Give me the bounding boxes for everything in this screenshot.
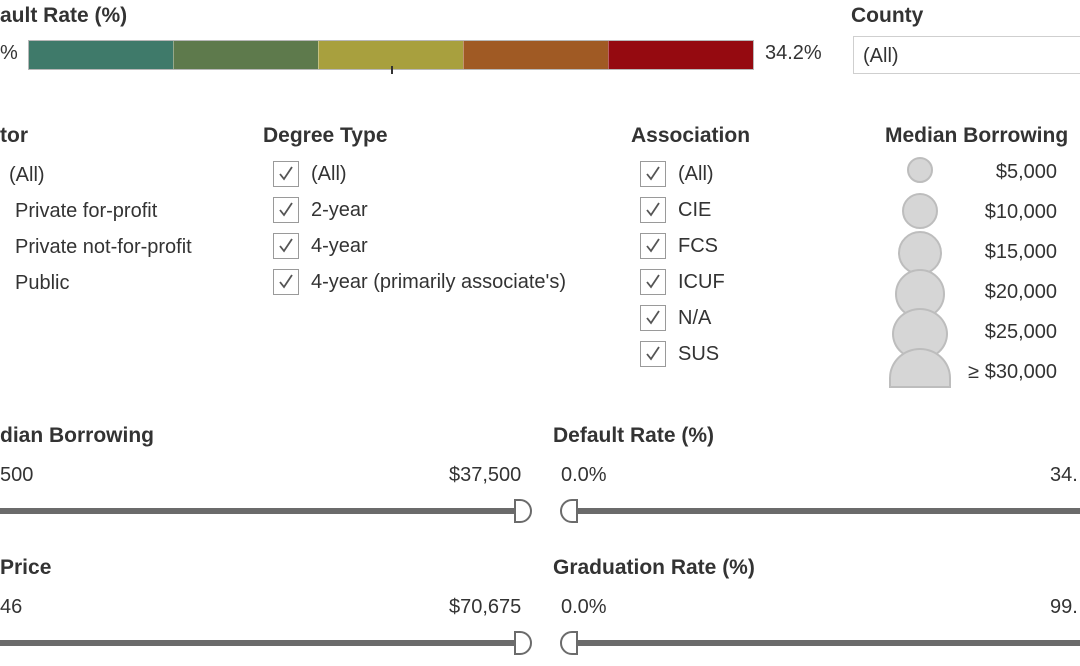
checkbox-label: 4-year (primarily associate's) <box>311 270 566 293</box>
size-legend-label: $15,000 <box>984 241 1057 263</box>
checkmark-icon <box>279 238 293 253</box>
color-legend-segment <box>463 41 608 69</box>
association-option-na[interactable]: N/A <box>640 303 711 333</box>
association-option-icuf[interactable]: ICUF <box>640 267 725 297</box>
median-borrowing-slider-max-handle[interactable] <box>514 499 532 523</box>
checkmark-icon <box>646 274 660 289</box>
checkbox-label: 2-year <box>311 198 368 221</box>
color-legend-title: ault Rate (%) <box>0 4 128 27</box>
checkmark-icon <box>646 238 660 253</box>
median-borrowing-slider-max: $37,500 <box>449 464 522 486</box>
checkbox[interactable] <box>640 305 666 331</box>
association-option-all[interactable]: (All) <box>640 159 714 189</box>
color-legend-segment <box>173 41 318 69</box>
checkmark-icon <box>279 166 293 181</box>
color-legend-max-label: 34.2% <box>765 42 822 64</box>
default-rate-slider-title: Default Rate (%) <box>553 424 715 447</box>
county-label: County <box>851 4 924 27</box>
default-rate-slider-max: 34. <box>1050 464 1078 486</box>
size-legend-bubble <box>907 157 933 183</box>
checkbox[interactable] <box>640 269 666 295</box>
color-legend-segment <box>318 41 463 69</box>
color-legend-segment <box>608 41 753 69</box>
checkbox[interactable] <box>273 161 299 187</box>
sector-option-public[interactable]: Public <box>15 272 70 294</box>
checkbox[interactable] <box>273 197 299 223</box>
size-legend-label: ≥ $30,000 <box>968 361 1057 383</box>
checkbox-label: N/A <box>678 306 712 329</box>
association-option-cie[interactable]: CIE <box>640 195 711 225</box>
sector-filter-title: tor <box>0 124 28 147</box>
median-borrowing-slider-title: dian Borrowing <box>0 424 154 447</box>
graduation-rate-slider-title: Graduation Rate (%) <box>553 556 755 579</box>
county-dropdown-value: (All) <box>863 45 899 67</box>
price-slider-track[interactable] <box>0 640 516 646</box>
checkbox[interactable] <box>640 197 666 223</box>
checkbox-label: SUS <box>678 342 720 365</box>
checkmark-icon <box>646 346 660 361</box>
graduation-rate-slider-track[interactable] <box>576 640 1080 646</box>
price-slider-max-handle[interactable] <box>514 631 532 655</box>
median-borrowing-slider-track[interactable] <box>0 508 516 514</box>
size-legend-label: $10,000 <box>984 201 1057 223</box>
checkbox-label: FCS <box>678 234 718 257</box>
size-legend-label: $5,000 <box>995 161 1057 183</box>
checkbox-label: ICUF <box>678 270 725 293</box>
county-dropdown[interactable]: (All) <box>853 36 1080 74</box>
size-legend-label: $20,000 <box>984 281 1057 303</box>
checkbox[interactable] <box>273 269 299 295</box>
price-slider-title: Price <box>0 556 52 579</box>
checkbox-label: (All) <box>311 162 347 185</box>
default-rate-slider-track[interactable] <box>576 508 1080 514</box>
size-legend-bubble <box>889 348 951 388</box>
degree-type-option-all[interactable]: (All) <box>273 159 347 189</box>
sector-option-private-for-profit[interactable]: Private for-profit <box>15 200 158 222</box>
size-legend-label: $25,000 <box>984 321 1057 343</box>
checkbox[interactable] <box>273 233 299 259</box>
color-legend-marker <box>391 66 393 74</box>
size-legend-title: Median Borrowing <box>885 124 1069 147</box>
checkbox-label: CIE <box>678 198 712 221</box>
graduation-rate-slider-max: 99. <box>1050 596 1078 618</box>
price-slider-max: $70,675 <box>449 596 522 618</box>
default-rate-slider-min: 0.0% <box>561 464 607 486</box>
sector-option-all[interactable]: (All) <box>9 164 45 186</box>
checkbox-label: (All) <box>678 162 714 185</box>
degree-type-option-4-year-primarily-associates[interactable]: 4-year (primarily associate's) <box>273 267 566 297</box>
checkbox[interactable] <box>640 161 666 187</box>
checkbox[interactable] <box>640 341 666 367</box>
sector-option-private-not-for-profit[interactable]: Private not-for-profit <box>15 236 192 258</box>
checkbox-label: 4-year <box>311 234 368 257</box>
checkmark-icon <box>646 166 660 181</box>
checkmark-icon <box>279 274 293 289</box>
price-slider-min: 46 <box>0 596 23 618</box>
association-option-fcs[interactable]: FCS <box>640 231 718 261</box>
checkmark-icon <box>646 310 660 325</box>
degree-type-filter-title: Degree Type <box>263 124 388 147</box>
checkbox[interactable] <box>640 233 666 259</box>
degree-type-option-2-year[interactable]: 2-year <box>273 195 368 225</box>
association-option-sus[interactable]: SUS <box>640 339 719 369</box>
checkmark-icon <box>279 202 293 217</box>
color-legend-segment <box>29 41 173 69</box>
degree-type-option-4-year[interactable]: 4-year <box>273 231 368 261</box>
graduation-rate-slider-min: 0.0% <box>561 596 607 618</box>
color-legend-bar <box>28 40 754 70</box>
checkmark-icon <box>646 202 660 217</box>
association-filter-title: Association <box>631 124 751 147</box>
median-borrowing-slider-min: 500 <box>0 464 34 486</box>
size-legend-bubble <box>902 193 938 229</box>
color-legend-min-label: % <box>0 42 18 64</box>
